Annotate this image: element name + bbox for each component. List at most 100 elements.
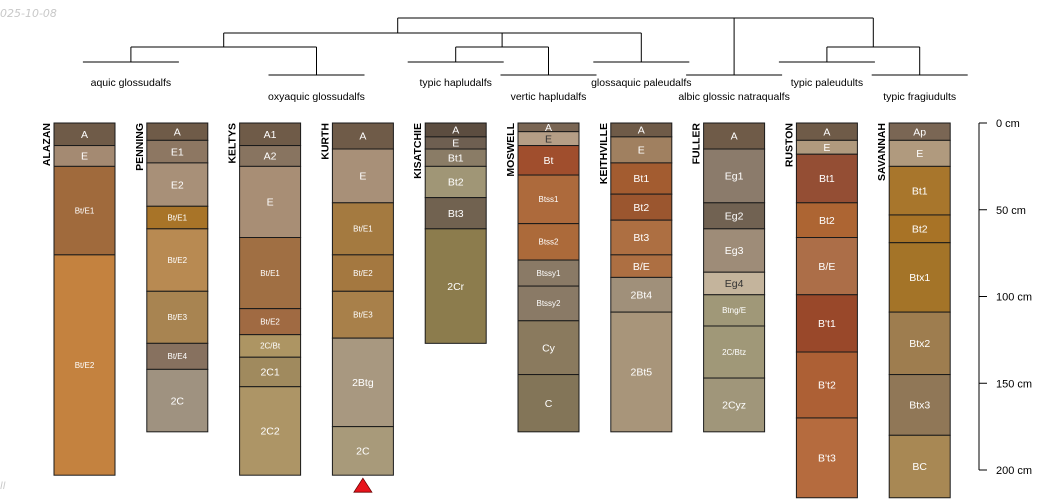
group-label-typic-fragiudults: typic fragiudults — [883, 91, 956, 103]
horizon-moswell-cy — [517, 320, 580, 376]
horizon-label-penning-bt-e4: Bt/E4 — [168, 352, 188, 361]
horizon-label-savannah-e: E — [916, 148, 923, 160]
horizon-savannah-bc — [888, 434, 951, 499]
profile-name-keltys: KELTYS — [227, 123, 239, 164]
horizon-moswell-c — [517, 374, 580, 433]
horizon-kurth-2btg — [331, 337, 394, 428]
no-contact-marker-icon: profile bottom not reached — [353, 477, 373, 493]
horizon-keithville-bt3 — [610, 219, 673, 256]
horizon-ruston-b-t1 — [795, 294, 858, 353]
horizon-label-keithville-2bt5: 2Bt5 — [630, 367, 652, 379]
horizon-label-keithville-bt3: Bt3 — [633, 232, 649, 244]
horizon-label-savannah-bt2: Bt2 — [912, 224, 928, 236]
horizon-kurth-a — [331, 122, 394, 150]
profile-name-keithville: KEITHVILLE — [598, 123, 610, 184]
horizon-label-savannah-btx3: Btx3 — [909, 400, 930, 412]
horizon-label-kurth-2c: 2C — [356, 446, 370, 458]
horizon-kurth-e — [331, 148, 394, 204]
horizon-label-moswell-btssy1: Btssy1 — [536, 269, 561, 278]
horizon-label-keithville-b-e: B/E — [633, 261, 650, 273]
horizon-kisatchie-2cr — [424, 228, 487, 344]
horizon-label-penning-e2: E2 — [171, 179, 184, 191]
depth-tick-label-150: 150 cm — [996, 378, 1032, 390]
horizon-label-fuller-a: A — [731, 131, 738, 143]
horizon-label-keltys-bt-e2: Bt/E2 — [260, 317, 280, 326]
profile-name-moswell: MOSWELL — [505, 122, 517, 176]
profile-name-alazan: ALAZAN — [41, 123, 53, 166]
horizon-label-keltys-2c2: 2C2 — [260, 426, 279, 438]
horizon-label-penning-e1: E1 — [171, 146, 184, 158]
horizon-label-kisatchie-e: E — [452, 138, 459, 150]
horizon-label-kisatchie-a: A — [452, 125, 459, 137]
horizon-label-penning-bt-e2: Bt/E2 — [168, 256, 188, 265]
horizon-label-kurth-bt-e1: Bt/E1 — [353, 225, 373, 234]
horizon-fuller-a — [703, 122, 766, 150]
horizon-fuller-2cyz — [703, 377, 766, 433]
group-label-typic-hapludalfs: typic hapludalfs — [420, 77, 492, 89]
group-label-albic-glossic-natraqualfs: albic glossic natraqualfs — [678, 91, 789, 103]
horizon-keltys-2c2 — [239, 386, 302, 476]
horizon-keithville-2bt4 — [610, 276, 673, 313]
horizon-label-moswell-a: A — [545, 122, 552, 134]
horizon-label-kisatchie-2cr: 2Cr — [447, 281, 464, 293]
horizon-label-alazan-bt-e2: Bt/E2 — [75, 361, 95, 370]
horizon-ruston-bt2 — [795, 202, 858, 239]
horizon-label-keltys-bt-e1: Bt/E1 — [260, 269, 280, 278]
horizon-label-kurth-2btg: 2Btg — [352, 377, 374, 389]
group-label-glossaquic-paleudalfs: glossaquic paleudalfs — [591, 77, 691, 89]
horizon-kurth-2c — [331, 426, 394, 476]
horizon-label-keithville-e: E — [638, 145, 645, 157]
horizon-label-fuller-eg4: Eg4 — [725, 278, 744, 290]
horizon-label-kisatchie-bt1: Bt1 — [448, 152, 464, 164]
horizon-label-savannah-bt1: Bt1 — [912, 185, 928, 197]
horizon-label-moswell-cy: Cy — [542, 342, 556, 354]
group-label-vertic-hapludalfs: vertic hapludalfs — [511, 91, 587, 103]
horizon-ruston-b-t2 — [795, 351, 858, 419]
horizon-penning-2c — [146, 368, 209, 433]
horizon-label-moswell-btss1: Btss1 — [538, 195, 559, 204]
horizon-label-keithville-bt2: Bt2 — [633, 202, 649, 214]
corner-mark: ll — [0, 481, 6, 492]
horizon-label-ruston-bt2: Bt2 — [819, 215, 835, 227]
horizon-label-alazan-bt-e1: Bt/E1 — [75, 206, 95, 215]
horizon-keithville-bt2 — [610, 193, 673, 221]
horizon-keltys-bt-e1 — [239, 237, 302, 310]
horizon-label-ruston-b-t3: B't3 — [818, 453, 836, 465]
horizon-label-keltys-e: E — [267, 197, 274, 209]
depth-tick-label-50: 50 cm — [996, 205, 1026, 217]
horizon-fuller-eg1 — [703, 148, 766, 204]
group-label-oxyaquic-glossudalfs: oxyaquic glossudalfs — [268, 91, 365, 103]
horizon-label-fuller-btng-e: Btng/E — [722, 306, 746, 315]
horizon-label-ruston-e: E — [823, 142, 830, 154]
horizon-label-ruston-b-t2: B't2 — [818, 380, 836, 392]
horizon-label-ruston-b-e: B/E — [818, 261, 835, 273]
horizon-moswell-btssy1 — [517, 259, 580, 287]
horizon-label-savannah-btx1: Btx1 — [909, 272, 930, 284]
horizon-label-kisatchie-bt2: Bt2 — [448, 177, 464, 189]
horizon-label-moswell-e: E — [545, 133, 552, 145]
horizon-label-penning-2c: 2C — [171, 395, 185, 407]
horizon-label-moswell-bt: Bt — [544, 155, 554, 167]
horizon-label-savannah-bc: BC — [912, 461, 927, 473]
horizon-label-fuller-eg3: Eg3 — [725, 245, 744, 257]
depth-tick-label-100: 100 cm — [996, 292, 1032, 304]
horizon-savannah-bt1 — [888, 165, 951, 216]
horizon-label-moswell-btss2: Btss2 — [538, 238, 559, 247]
profile-name-savannah: SAVANNAH — [876, 123, 888, 181]
horizon-kurth-bt-e1 — [331, 202, 394, 256]
horizon-label-keltys-2c1: 2C1 — [260, 367, 279, 379]
horizon-savannah-btx2 — [888, 311, 951, 376]
horizon-label-kurth-bt-e2: Bt/E2 — [353, 269, 373, 278]
horizon-label-fuller-2cyz: 2Cyz — [722, 400, 746, 412]
horizon-penning-bt-e2 — [146, 228, 209, 292]
horizon-label-alazan-e: E — [81, 151, 88, 163]
horizon-label-alazan-a: A — [81, 129, 88, 141]
horizon-label-penning-a: A — [174, 126, 181, 138]
horizon-label-keltys-2c-bt: 2C/Bt — [260, 342, 281, 351]
horizon-label-keltys-a1: A1 — [264, 129, 277, 141]
profile-name-ruston: RUSTON — [783, 123, 795, 167]
horizon-label-ruston-a: A — [823, 126, 830, 138]
horizon-label-keithville-a: A — [638, 125, 645, 137]
horizon-kurth-bt-e3 — [331, 290, 394, 339]
